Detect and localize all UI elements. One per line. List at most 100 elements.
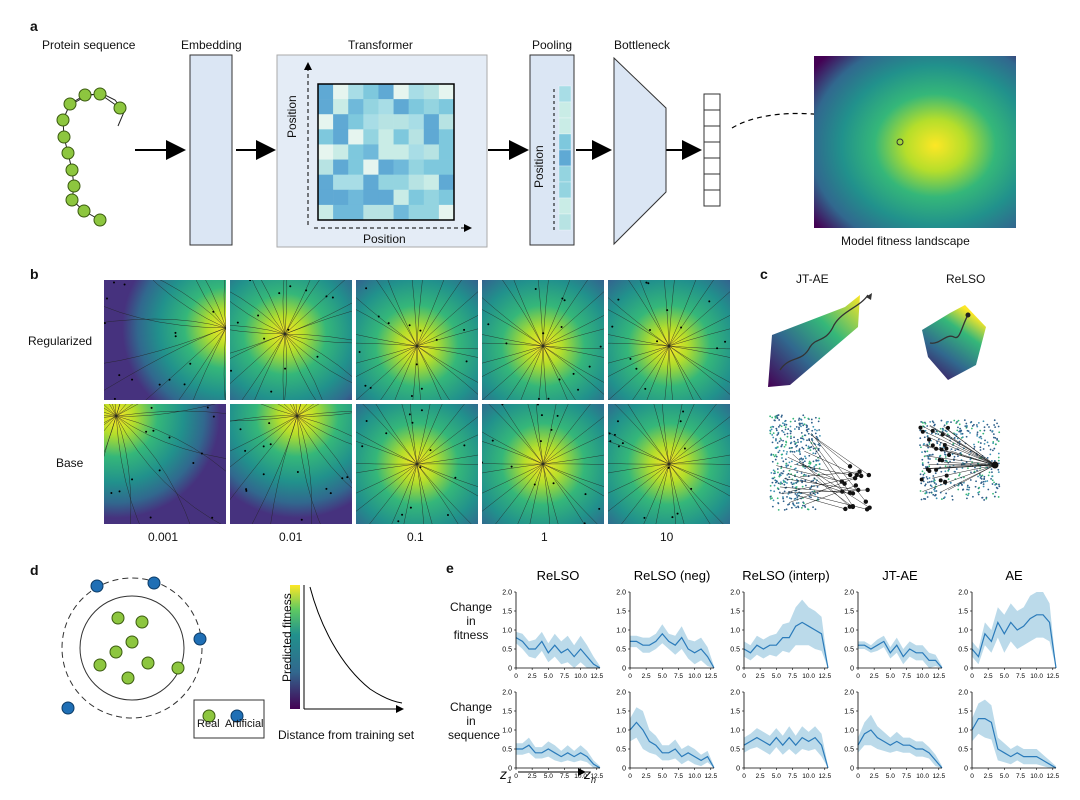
x-tick-label: 10.0 xyxy=(688,773,701,780)
y-tick-label: 0 xyxy=(508,666,512,673)
trajectory-chart: ReLSO 0 0.5 1.0 1.5 2.0 0 2.5 5.0 7.5 10.0 12.5 xyxy=(502,568,603,680)
x-tick-label: 2.5 xyxy=(984,673,993,680)
series-line xyxy=(516,744,601,769)
x-tick-label: 12.5 xyxy=(932,773,945,780)
confidence-band xyxy=(744,599,828,668)
y-tick-label: 0.5 xyxy=(502,747,512,754)
y-tick-label: 1.5 xyxy=(502,709,512,716)
streamline-tile xyxy=(482,404,604,524)
confidence-band xyxy=(516,631,600,668)
fitness-colorbar xyxy=(290,585,300,709)
col-label-4: 10 xyxy=(660,530,674,544)
x-tick-label: 7.5 xyxy=(560,773,569,780)
landscape-caption: Model fitness landscape xyxy=(841,234,970,248)
x-tick-label: 5.0 xyxy=(772,773,781,780)
bottleneck-shape xyxy=(613,56,667,246)
y-tick-label: 1.0 xyxy=(502,728,512,735)
x-tick-label: 5.0 xyxy=(544,773,553,780)
y-tick-label: 0 xyxy=(622,766,626,773)
col-label-3: 1 xyxy=(541,530,548,544)
trajectory-chart: 0 0.5 1.0 1.5 2.0 0 2.5 5.0 7.5 10.0 12.5 xyxy=(616,690,717,781)
y-tick-label: 1.5 xyxy=(958,609,968,616)
series-line xyxy=(858,640,943,669)
chart-title: ReLSO (interp) xyxy=(742,568,829,583)
confidence-band xyxy=(516,737,600,768)
x-tick-label: 12.5 xyxy=(704,773,717,780)
y-tick-label: 1.5 xyxy=(730,609,740,616)
x-tick-label: 7.5 xyxy=(788,773,797,780)
y-tick-label: 1.0 xyxy=(502,628,512,635)
x-tick-label: 12.5 xyxy=(704,673,717,680)
z-end-label: zn xyxy=(584,766,597,785)
jtae-latent-cloud xyxy=(769,414,872,512)
x-tick-label: 7.5 xyxy=(1016,673,1025,680)
y-tick-label: 1.0 xyxy=(616,728,626,735)
jtae-trajectory xyxy=(779,294,869,371)
trajectory-chart: JT-AE 0 0.5 1.0 1.5 2.0 0 2.5 5.0 7.5 10.0 12.5 xyxy=(844,568,945,680)
y-tick-label: 0.5 xyxy=(844,647,854,654)
pooling-label: Pooling xyxy=(532,38,573,52)
z-start-label: z1 xyxy=(500,766,513,785)
y-tick-label: 0 xyxy=(736,666,740,673)
y-tick-label: 0.5 xyxy=(616,747,626,754)
y-tick-label: 0 xyxy=(622,666,626,673)
y-tick-label: 1.5 xyxy=(616,709,626,716)
architecture-diagram xyxy=(56,54,1016,248)
row-label-regularized: Regularized xyxy=(28,334,93,348)
x-tick-label: 0 xyxy=(628,673,632,680)
series-line xyxy=(630,632,715,669)
protein-sequence-label: Protein sequence xyxy=(42,38,136,52)
x-tick-label: 0 xyxy=(628,773,632,780)
x-tick-label: 2.5 xyxy=(870,673,879,680)
x-tick-label: 12.5 xyxy=(590,673,603,680)
x-tick-label: 7.5 xyxy=(560,673,569,680)
series-line xyxy=(857,729,943,769)
x-tick-label: 0 xyxy=(742,673,746,680)
y-tick-label: 0 xyxy=(736,766,740,773)
y-tick-label: 1.0 xyxy=(616,628,626,635)
series-line xyxy=(971,718,1057,769)
x-tick-label: 2.5 xyxy=(528,773,537,780)
chart-title: AE xyxy=(1005,568,1023,583)
confidence-band xyxy=(972,592,1056,668)
y-tick-label: 0 xyxy=(850,766,854,773)
decay-curve xyxy=(309,586,403,704)
panel-c-letter: c xyxy=(760,266,768,282)
y-tick-label: 0.5 xyxy=(502,647,512,654)
embedding-block xyxy=(189,54,233,246)
x-tick-label: 0 xyxy=(970,673,974,680)
y-tick-label: 1.5 xyxy=(844,609,854,616)
y-tick-label: 0.5 xyxy=(730,647,740,654)
confidence-band xyxy=(630,707,714,768)
x-tick-label: 12.5 xyxy=(932,673,945,680)
chart-title: ReLSO xyxy=(537,568,580,583)
y-tick-label: 1.0 xyxy=(730,728,740,735)
y-tick-label: 0.5 xyxy=(616,647,626,654)
predicted-fitness-label: Predicted fitness xyxy=(280,593,294,682)
y-tick-label: 2.0 xyxy=(616,690,626,697)
y-tick-label: 1.0 xyxy=(730,628,740,635)
x-tick-label: 10.0 xyxy=(688,673,701,680)
y-tick-label: 2.0 xyxy=(844,590,854,597)
trajectory-chart: 0 0.5 1.0 1.5 2.0 0 2.5 5.0 7.5 10.0 12.5 xyxy=(844,690,945,781)
streamline-tile xyxy=(230,280,352,400)
col-label-2: 0.1 xyxy=(407,530,424,544)
landscape-point xyxy=(896,138,904,146)
streamline-tile xyxy=(230,404,352,524)
outer-boundary xyxy=(61,577,203,719)
y-tick-label: 2.0 xyxy=(730,590,740,597)
col-label-1: 0.01 xyxy=(279,530,303,544)
y-tick-label: 2.0 xyxy=(616,590,626,597)
x-tick-label: 10.0 xyxy=(916,673,929,680)
series-line xyxy=(743,736,829,769)
x-tick-label: 5.0 xyxy=(1000,673,1009,680)
relso-trajectory xyxy=(929,314,969,344)
col-label-0: 0.001 xyxy=(148,530,179,544)
latent-surfaces xyxy=(768,293,1001,512)
streamline-tile xyxy=(482,280,604,400)
panel-a-letter: a xyxy=(30,18,38,34)
panel-d-diagram xyxy=(61,576,404,739)
jtae-surface xyxy=(768,295,860,387)
x-tick-label: 0 xyxy=(856,773,860,780)
